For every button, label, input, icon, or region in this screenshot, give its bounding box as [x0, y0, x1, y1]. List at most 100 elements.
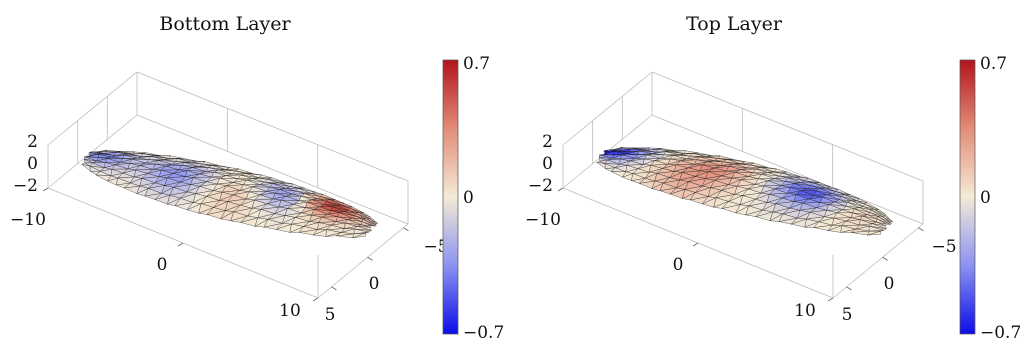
y-tick-label: 5: [325, 305, 336, 325]
y-tick-mark: [882, 256, 888, 261]
mesh-triangle: [781, 171, 801, 177]
mesh-triangle: [657, 148, 677, 152]
mesh-triangle: [359, 212, 371, 218]
z-axis-ticks: 2 0 −2: [528, 132, 553, 196]
mesh-triangle: [191, 160, 206, 163]
colorbar-tick-label: 0.7: [463, 54, 490, 74]
x-axis-ticks: −10 0 10: [525, 210, 816, 321]
mesh-triangle: [234, 168, 254, 174]
x-tick-label: −10: [10, 210, 46, 230]
y-tick-label: 5: [842, 305, 853, 325]
x-tick-label: 10: [794, 301, 816, 321]
mesh-triangle: [311, 191, 324, 195]
y-axis-ticks: −5 0 5: [325, 237, 449, 325]
mesh-triangle: [298, 187, 316, 193]
mesh-triangle: [118, 151, 135, 153]
mesh-triangle: [608, 146, 623, 152]
mesh-triangle: [290, 183, 305, 189]
mesh-triangle: [258, 174, 273, 179]
z-tick-label: 2: [542, 132, 553, 152]
z-axis-ticks: 2 0 −2: [13, 132, 38, 196]
y-tick-label: −5: [423, 237, 448, 257]
mesh-triangle: [202, 161, 220, 166]
mesh-triangle: [844, 194, 860, 200]
z-tick-label: 2: [27, 132, 38, 152]
mesh-triangle: [813, 182, 831, 188]
mesh-triangle: [225, 167, 240, 170]
mesh-triangle: [329, 199, 345, 204]
y-tick-label: 0: [884, 274, 895, 294]
mesh-triangle: [884, 213, 893, 222]
axes-box: [557, 71, 924, 302]
mesh-triangle: [168, 155, 184, 159]
y-tick-mark: [846, 286, 852, 291]
axes-box-edge: [562, 71, 653, 146]
y-tick-label: 0: [369, 274, 380, 294]
z-tick-label: −2: [528, 176, 553, 196]
colorbar-gradient: [959, 59, 976, 335]
axes-box-edge: [136, 114, 409, 225]
colorbar: 0.7 0 −0.7: [442, 54, 504, 343]
z-tick-label: −2: [13, 176, 38, 196]
chart-title: Top Layer: [686, 13, 783, 35]
mesh-triangle: [749, 162, 769, 168]
mesh-triangle: [805, 177, 820, 183]
colorbar-tick-label: 0.7: [980, 54, 1007, 74]
mesh-triangle: [320, 194, 336, 201]
axes-box-edge: [317, 223, 409, 299]
axes-box-edge: [47, 114, 138, 189]
mesh-triangle: [132, 151, 147, 155]
mesh-triangle: [683, 150, 699, 154]
mesh-triangle: [245, 173, 262, 176]
axes-box-edge: [832, 223, 924, 299]
x-tick-label: 0: [157, 255, 168, 275]
mesh-triangle: [142, 152, 162, 157]
y-tick-mark: [403, 227, 409, 232]
mesh-triangle: [740, 161, 755, 164]
x-tick-label: 0: [673, 255, 684, 275]
mesh-triangle: [863, 202, 880, 210]
mesh-triangle: [692, 152, 712, 156]
mesh-triangle: [177, 158, 197, 162]
y-axis-ticks: −5 0 5: [842, 237, 957, 325]
x-tick-mark: [177, 242, 184, 247]
colorbar-gradient: [442, 59, 459, 335]
mesh-triangle: [726, 159, 745, 162]
y-tick-label: −5: [931, 237, 956, 257]
y-tick-mark: [918, 227, 924, 232]
mesh-triangle: [348, 206, 365, 214]
mesh-triangle: [633, 147, 650, 149]
panel-top-layer: Top Layer 2 0 −2 −10 0 10 −5 0 5 0.7 0 −…: [525, 13, 1021, 343]
mesh-triangle: [93, 149, 108, 154]
colorbar: 0.7 0 −0.7: [959, 54, 1021, 343]
axes-box-edge: [651, 114, 924, 225]
z-tick-label: 0: [542, 154, 553, 174]
x-tick-label: −10: [525, 210, 561, 230]
axes-box-edge: [47, 71, 138, 146]
axes-box-edge: [651, 71, 924, 182]
mesh-triangle: [760, 167, 777, 170]
x-tick-mark: [692, 242, 699, 247]
axes-box-edge: [136, 71, 409, 182]
mesh-triangle: [266, 177, 286, 183]
surface-mesh: [81, 149, 378, 239]
mesh-triangle: [856, 198, 868, 204]
mesh-triangle: [835, 188, 851, 196]
mesh-triangle: [874, 208, 886, 215]
mesh-triangle: [717, 155, 735, 160]
x-tick-label: 10: [279, 301, 301, 321]
mesh-triangle: [706, 155, 721, 157]
x-tick-mark: [312, 297, 319, 302]
y-tick-mark: [331, 286, 337, 291]
colorbar-tick-label: −0.7: [463, 323, 504, 343]
colorbar-tick-label: −0.7: [980, 323, 1021, 343]
z-tick-label: 0: [27, 154, 38, 174]
x-tick-mark: [42, 187, 49, 192]
mesh-triangle: [773, 168, 788, 173]
x-axis-ticks: −10 0 10: [10, 210, 301, 321]
mesh-triangle: [369, 216, 378, 224]
x-tick-mark: [827, 297, 834, 302]
mesh-triangle: [279, 182, 293, 185]
colorbar-tick-label: 0: [463, 188, 474, 208]
mesh-triangle: [794, 176, 808, 179]
